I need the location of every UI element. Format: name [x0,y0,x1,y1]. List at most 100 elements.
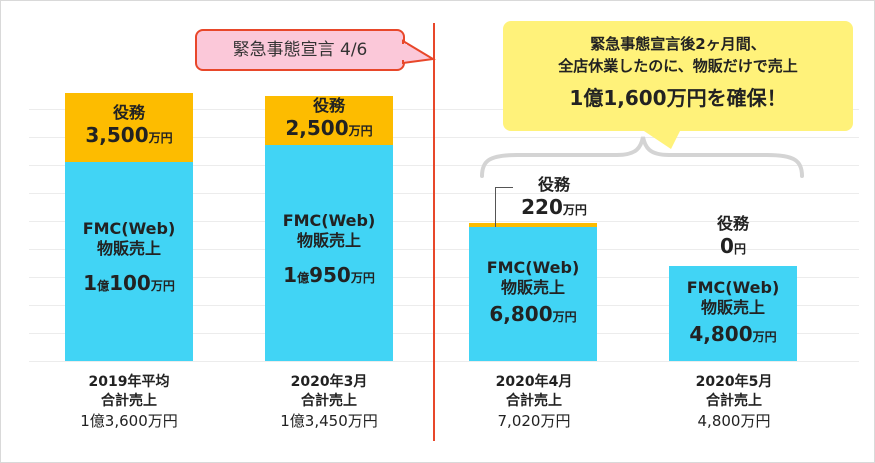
fmc-series-name: FMC(Web) [686,277,780,297]
gridline [29,361,859,362]
fmc-label-line: FMC(Web) [265,211,393,231]
bar-fmc-segment [469,226,597,361]
service-value-unit: 円 [733,242,746,257]
fmc-value-number: 4,800 [689,321,753,346]
fmc-series-name: 物販売上 [96,239,161,259]
fmc-series-name: FMC(Web) [82,219,176,239]
category-label: 2019年平均 合計売上 1億3,600万円 [39,373,219,431]
fmc-value-number: 1 [283,263,298,288]
gridline [29,221,859,222]
gridline [29,305,859,306]
fmc-value-line: 6,800万円 [469,302,597,327]
summary-callout-pointer [641,129,681,149]
fmc-label-line: 物販売上 [469,278,597,298]
declaration-divider-line [433,23,435,441]
bar-fmc-segment [265,145,393,361]
summary-line-3: 1億1,600万円を確保！ [569,86,787,110]
service-series-name: 役務 [312,96,345,116]
service-value-number: 0 [720,234,734,259]
category-label: 2020年3月 合計売上 1億3,450万円 [239,373,419,431]
bar-service-segment [469,222,597,227]
category-total-value: 4,800万円 [697,411,771,430]
bar-fmc-segment [669,266,797,361]
fmc-value-line: 1億100万円 [65,271,193,296]
category-total-caption: 合計売上 [506,392,562,409]
fmc-data-label: FMC(Web) 物販売上 4,800万円 [669,278,797,347]
fmc-label-line: FMC(Web) [669,278,797,298]
fmc-series-name: 物販売上 [296,231,361,251]
service-value-line: 0円 [669,234,797,259]
category-total-caption: 合計売上 [706,392,762,409]
service-series-name: 役務 [716,214,749,234]
fmc-value-unit: 万円 [350,271,375,286]
fmc-value-line: 4,800万円 [669,322,797,347]
summary-line-2: 全店休業したのに、物販だけで売上 [558,57,798,75]
service-value-unit: 万円 [562,202,587,217]
declaration-callout: 緊急事態宣言 4/6 [195,29,405,71]
service-leader-line [495,186,513,188]
fmc-label-line: 物販売上 [669,298,797,318]
gridline [29,249,859,250]
service-value-number: 220 [521,194,563,219]
brace-icon [480,136,804,178]
fmc-value-unit: 億 [97,279,110,294]
category-period: 2020年4月 [495,374,573,390]
service-leader-line [495,186,496,227]
category-period: 2019年平均 [88,374,170,390]
fmc-value-unit: 万円 [150,279,175,294]
fmc-series-name: 物販売上 [700,297,765,317]
fmc-value-number: 950 [309,263,351,288]
category-total-value: 1億3,450万円 [280,411,378,430]
fmc-value-unit: 万円 [752,329,777,344]
gridline [29,137,859,138]
fmc-label-line: FMC(Web) [469,258,597,278]
fmc-data-label: FMC(Web) 物販売上 1億100万円 [65,219,193,296]
summary-line-1: 緊急事態宣言後2ヶ月間、 [590,35,766,53]
fmc-label-line: 物販売上 [65,239,193,259]
service-value-line: 220万円 [509,195,599,220]
service-series-name: 役務 [537,174,570,194]
gridline [29,193,859,194]
gridline [29,109,859,110]
fmc-data-label: FMC(Web) 物販売上 6,800万円 [469,258,597,327]
category-total-caption: 合計売上 [101,392,157,409]
category-period: 2020年3月 [290,374,368,390]
service-label-line: 役務 [509,175,599,195]
gridline [29,333,859,334]
gridline [29,165,859,166]
service-label-line: 役務 [265,96,393,116]
category-label: 2020年4月 合計売上 7,020万円 [444,373,624,431]
category-label: 2020年5月 合計売上 4,800万円 [644,373,824,431]
summary-callout: 緊急事態宣言後2ヶ月間、 全店休業したのに、物販だけで売上 1億1,600万円を… [503,21,853,131]
category-period: 2020年5月 [695,374,773,390]
fmc-value-number: 1 [83,271,98,296]
service-label-line: 役務 [65,103,193,123]
service-value-number: 2,500 [285,116,349,141]
service-data-label: 役務 2,500万円 [265,96,393,141]
service-label-line: 役務 [669,214,797,234]
service-series-name: 役務 [112,103,145,123]
fmc-series-name: 物販売上 [500,277,565,297]
fmc-value-unit: 億 [297,271,310,286]
service-value-number: 3,500 [85,123,149,148]
fmc-value-number: 100 [109,271,151,296]
bar-service-segment [65,92,193,162]
service-value-unit: 万円 [348,124,373,139]
fmc-series-name: FMC(Web) [486,257,580,277]
fmc-label-line: FMC(Web) [65,219,193,239]
category-total-value: 7,020万円 [497,411,571,430]
service-data-label: 役務 220万円 [509,175,599,220]
service-value-line: 2,500万円 [265,116,393,141]
bar-fmc-segment [65,161,193,361]
declaration-callout-pointer [401,39,436,65]
service-data-label: 役務 3,500万円 [65,103,193,148]
service-value-line: 3,500万円 [65,123,193,148]
gridline [29,277,859,278]
fmc-series-name: FMC(Web) [282,211,376,231]
service-value-unit: 万円 [148,131,173,146]
service-data-label: 役務 0円 [669,214,797,259]
fmc-label-line: 物販売上 [265,231,393,251]
category-total-caption: 合計売上 [301,392,357,409]
bar-service-segment [265,95,393,146]
